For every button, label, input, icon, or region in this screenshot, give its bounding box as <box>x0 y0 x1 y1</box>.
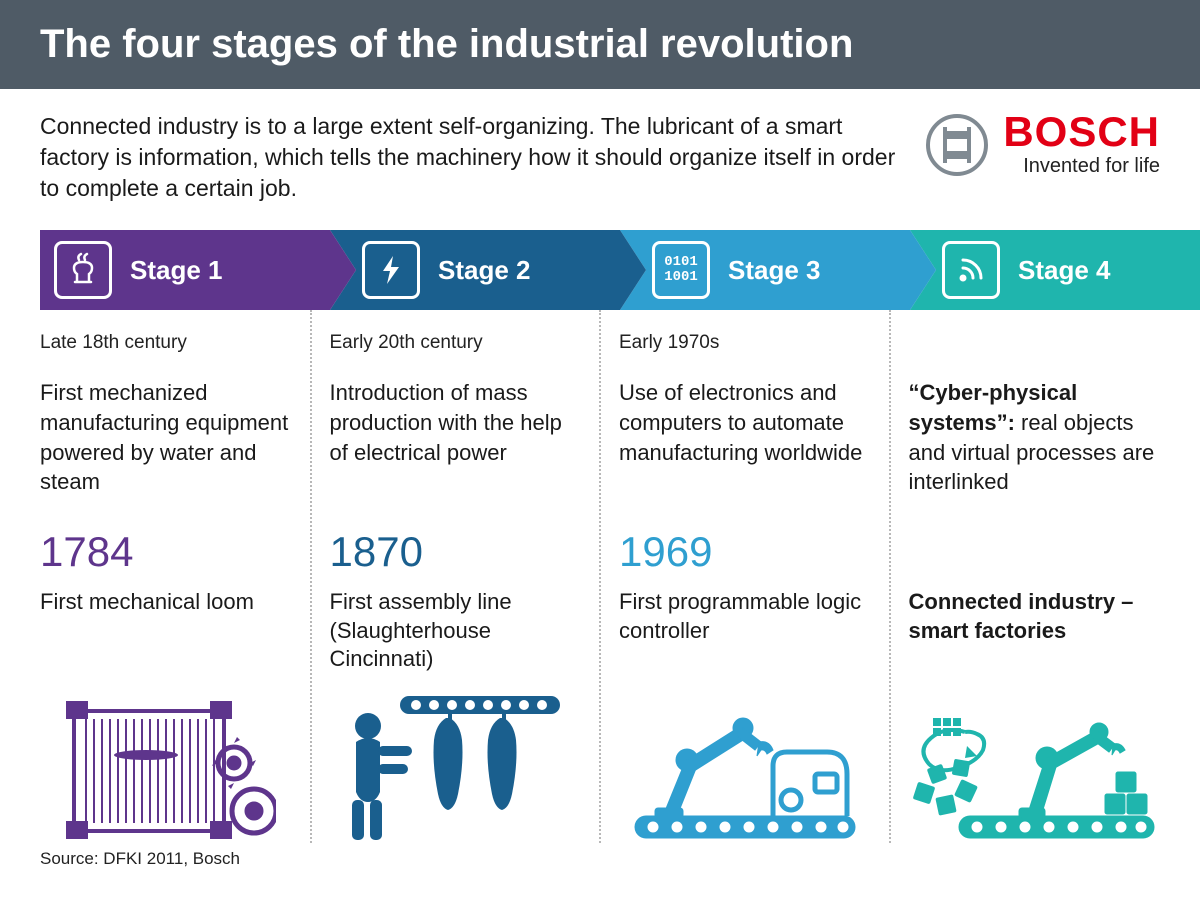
intro-section: Connected industry is to a large extent … <box>0 89 1200 230</box>
page-title: The four stages of the industrial revolu… <box>40 22 1160 67</box>
brand-block: BOSCH Invented for life <box>925 111 1160 178</box>
header-bar: The four stages of the industrial revolu… <box>0 0 1200 89</box>
stage-3-year: 1969 <box>619 528 871 578</box>
stage-column-1: Late 18th century First mechanized manuf… <box>40 310 312 843</box>
bosch-wordmark-block: BOSCH Invented for life <box>1003 111 1160 178</box>
bosch-symbol-icon <box>925 113 989 177</box>
stage-column-4: “Cyber-physical systems”: real objects a… <box>891 310 1161 843</box>
stage-4-desc: “Cyber-physical systems”: real objects a… <box>909 378 1161 528</box>
stages-arrow-row: Stage 1 Stage 2 01011001 Stage 3 Stage 4 <box>0 230 1200 310</box>
binary-icon: 01011001 <box>652 241 710 299</box>
bolt-icon <box>362 241 420 299</box>
assembly-line-illustration <box>330 683 582 843</box>
stage-label-1: Stage 1 <box>130 255 223 286</box>
stage-1-year: 1784 <box>40 528 292 578</box>
stage-3-milestone: First programmable logic controller <box>619 588 871 683</box>
source-attribution: Source: DFKI 2011, Bosch <box>0 843 1200 881</box>
stage-1-desc: First mechanized manufacturing equipment… <box>40 378 292 528</box>
stage-arrow-3: 01011001 Stage 3 <box>620 230 910 310</box>
stage-2-era: Early 20th century <box>330 332 582 356</box>
stage-1-era: Late 18th century <box>40 332 292 356</box>
intro-text: Connected industry is to a large extent … <box>40 111 901 204</box>
stage-4-year <box>909 528 1161 578</box>
stage-label-3: Stage 3 <box>728 255 821 286</box>
stage-4-era <box>909 332 1161 356</box>
stage-1-milestone: First mechanical loom <box>40 588 292 683</box>
stage-3-desc: Use of electronics and computers to auto… <box>619 378 871 528</box>
bosch-tagline: Invented for life <box>1003 155 1160 178</box>
stage-label-2: Stage 2 <box>438 255 531 286</box>
smart-factory-illustration <box>909 683 1161 843</box>
signal-icon <box>942 241 1000 299</box>
robot-arm-illustration <box>619 683 871 843</box>
stage-arrow-4: Stage 4 <box>910 230 1200 310</box>
stage-column-3: Early 1970s Use of electronics and compu… <box>601 310 891 843</box>
stage-3-era: Early 1970s <box>619 332 871 356</box>
stage-label-4: Stage 4 <box>1018 255 1111 286</box>
stage-column-2: Early 20th century Introduction of mass … <box>312 310 602 843</box>
stage-columns: Late 18th century First mechanized manuf… <box>0 310 1200 843</box>
stage-arrow-1: Stage 1 <box>40 230 330 310</box>
loom-illustration <box>40 683 292 843</box>
stage-2-milestone: First assembly line (Slaughterhouse Cinc… <box>330 588 582 683</box>
stage-2-desc: Introduction of mass production with the… <box>330 378 582 528</box>
stage-arrow-2: Stage 2 <box>330 230 620 310</box>
steam-icon <box>54 241 112 299</box>
stage-2-year: 1870 <box>330 528 582 578</box>
stage-4-milestone: Connected industry – smart factories <box>909 588 1161 683</box>
bosch-wordmark: BOSCH <box>1003 111 1160 153</box>
